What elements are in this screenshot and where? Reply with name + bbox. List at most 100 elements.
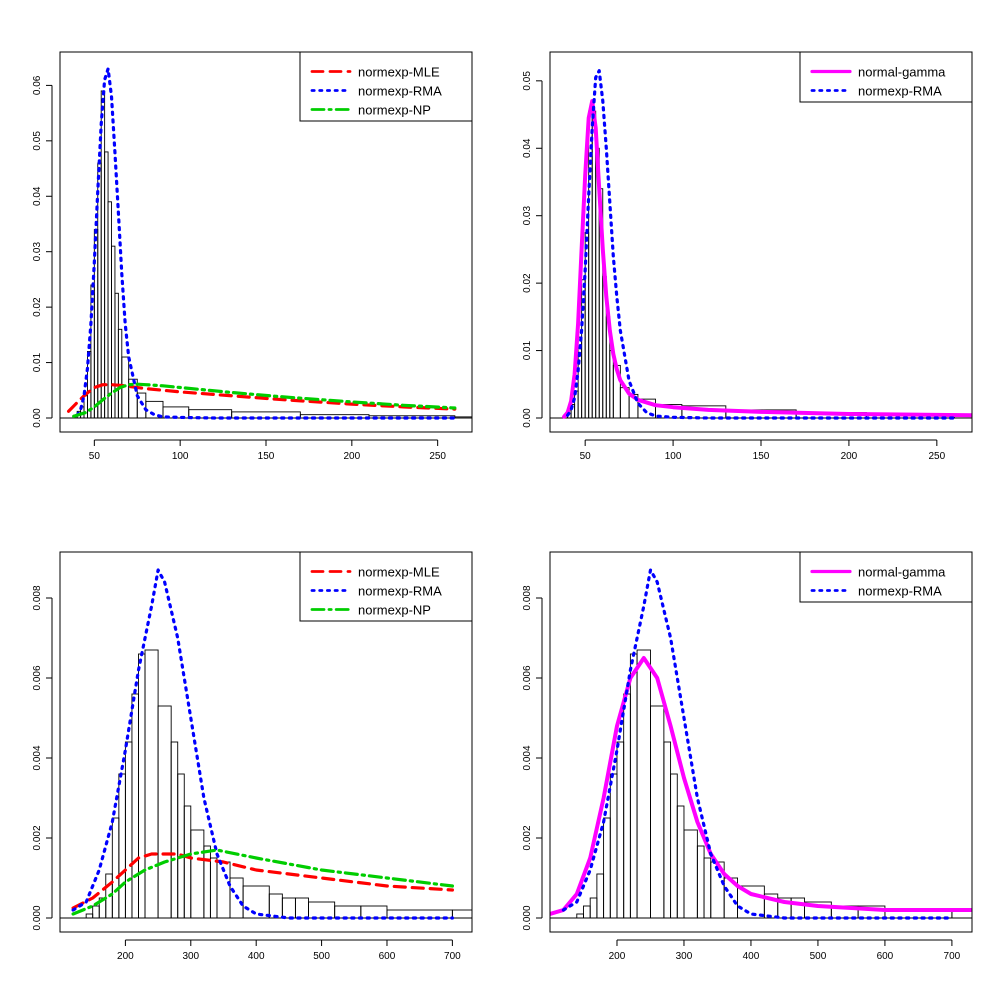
histogram-bar — [609, 773, 618, 919]
histogram-bar — [360, 905, 388, 919]
legend-label: normexp-NP — [358, 603, 431, 618]
histogram-bar — [334, 905, 362, 919]
histogram-bar — [636, 649, 651, 919]
y-tick-label: 0.00 — [522, 408, 533, 428]
legend-label: normexp-RMA — [358, 584, 442, 599]
density-line-normexp-RMA — [565, 69, 957, 420]
legend-label: normexp-RMA — [358, 84, 442, 99]
y-tick-label: 0.02 — [32, 297, 43, 317]
legend-label: normal-gamma — [858, 565, 946, 580]
panel-bottom-right: 200 300 400 500 600 700 0.000 0.002 0.004 0.006 0.… — [522, 551, 973, 962]
histogram-bar — [131, 693, 139, 919]
histogram-bar — [157, 705, 172, 919]
x-tick-label: 200 — [841, 451, 858, 462]
x-tick-label: 50 — [89, 451, 101, 462]
histogram-bar — [114, 292, 119, 419]
y-tick-label: 0.03 — [32, 242, 43, 262]
y-tick-label: 0.006 — [522, 665, 533, 690]
y-tick-label: 0.004 — [32, 745, 43, 770]
x-tick-label: 200 — [609, 951, 626, 962]
histogram-bar — [386, 909, 453, 919]
y-tick-label: 0.04 — [32, 186, 43, 206]
histogram-bar — [92, 905, 100, 919]
y-tick-label: 0.04 — [522, 138, 533, 158]
x-tick-label: 700 — [444, 951, 461, 962]
x-tick-label: 600 — [877, 951, 894, 962]
histogram-bar — [170, 741, 179, 919]
density-line-normexp-MLE — [66, 383, 457, 413]
y-tick-label: 0.00 — [32, 408, 43, 428]
panel-top-left: 50 100 150 200 250 0.00 0.01 0.02 0.03 0.04 0.05 0.… — [32, 51, 473, 462]
plot-frame — [549, 551, 973, 933]
x-tick-label: 500 — [313, 951, 330, 962]
histogram-bar — [596, 873, 605, 919]
y-tick-label: 0.002 — [32, 825, 43, 850]
y-tick-label: 0.008 — [522, 585, 533, 610]
histogram-bar — [454, 416, 472, 419]
x-tick-label: 50 — [580, 451, 592, 462]
histogram-bar — [737, 885, 765, 919]
y-tick-label: 0.006 — [32, 665, 43, 690]
x-tick-label: 600 — [379, 951, 396, 962]
histogram-bar — [696, 845, 705, 919]
plot-frame — [59, 551, 473, 933]
histogram-bar — [268, 893, 283, 919]
histogram-bar — [111, 817, 120, 919]
legend-label: normexp-RMA — [858, 84, 942, 99]
x-tick-label: 200 — [343, 451, 360, 462]
plot-area — [60, 568, 472, 920]
histogram-bar — [294, 897, 309, 919]
legend-label: normexp-RMA — [858, 584, 942, 599]
y-tick-label: 0.06 — [32, 75, 43, 95]
y-tick-label: 0.004 — [522, 745, 533, 770]
x-tick-label: 250 — [928, 451, 945, 462]
legend-label: normexp-MLE — [358, 565, 440, 580]
histogram-bar — [603, 817, 611, 919]
x-tick-label: 300 — [676, 951, 693, 962]
histogram-bar — [85, 913, 94, 919]
plot-frame — [59, 51, 473, 433]
x-tick-label: 100 — [665, 451, 682, 462]
histogram-bar — [623, 693, 631, 919]
histogram-bar — [616, 741, 625, 919]
histogram-bar — [177, 773, 185, 919]
histogram-bar — [242, 885, 270, 919]
y-tick-label: 0.01 — [522, 340, 533, 360]
y-tick-label: 0.03 — [522, 206, 533, 226]
histogram-bar — [209, 857, 218, 919]
x-tick-label: 150 — [753, 451, 770, 462]
histogram-bar — [451, 909, 472, 919]
histogram-bar — [190, 829, 205, 919]
legend-label: normexp-NP — [358, 103, 431, 118]
plot-area — [550, 69, 972, 420]
y-tick-label: 0.05 — [32, 131, 43, 151]
histogram-bar — [650, 705, 665, 919]
x-tick-label: 400 — [743, 951, 760, 962]
y-tick-label: 0.000 — [32, 905, 43, 930]
plot-area — [550, 568, 972, 920]
histogram-bar — [104, 151, 109, 419]
histogram-bar — [683, 829, 698, 919]
histogram-bar — [144, 649, 159, 919]
legend-box — [799, 551, 973, 603]
density-line-normexp-MLE — [71, 852, 454, 910]
panel-bottom-left: 200 300 400 500 600 700 0.000 0.002 0.004 0.006 0.… — [32, 551, 473, 962]
histogram-bar — [670, 773, 678, 919]
histogram-bar — [117, 328, 123, 419]
histogram-bar — [583, 905, 591, 919]
histogram-bar — [281, 897, 296, 919]
y-tick-label: 0.000 — [522, 905, 533, 930]
x-tick-label: 500 — [810, 951, 827, 962]
plot-frame — [549, 51, 973, 433]
x-tick-label: 700 — [944, 951, 961, 962]
histogram-bar — [90, 284, 95, 419]
x-tick-label: 200 — [117, 951, 134, 962]
y-tick-label: 0.01 — [32, 352, 43, 372]
histogram-bar — [589, 897, 598, 919]
histogram-bar — [124, 741, 133, 919]
y-tick-label: 0.05 — [522, 71, 533, 91]
x-tick-label: 250 — [429, 451, 446, 462]
density-line-normexp-NP — [72, 382, 457, 418]
histogram-bar — [676, 805, 685, 919]
